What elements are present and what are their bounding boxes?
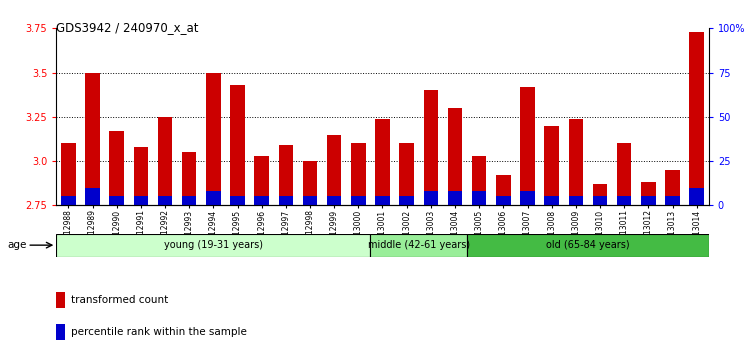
Bar: [448, 108, 462, 205]
Bar: [182, 196, 196, 205]
Bar: [544, 196, 559, 205]
Text: young (19-31 years): young (19-31 years): [164, 240, 262, 250]
Bar: [424, 191, 438, 205]
Bar: [351, 196, 365, 205]
Bar: [351, 143, 365, 205]
Text: old (65-84 years): old (65-84 years): [546, 240, 630, 250]
Bar: [254, 156, 269, 205]
Bar: [641, 182, 656, 205]
Bar: [568, 119, 583, 205]
Bar: [206, 73, 220, 205]
Bar: [206, 191, 220, 205]
Bar: [61, 196, 76, 205]
Bar: [665, 196, 680, 205]
Bar: [134, 147, 148, 205]
Bar: [230, 196, 244, 205]
Text: percentile rank within the sample: percentile rank within the sample: [71, 327, 248, 337]
Text: transformed count: transformed count: [71, 295, 169, 305]
Bar: [110, 196, 124, 205]
Bar: [472, 191, 487, 205]
Bar: [327, 135, 341, 205]
Bar: [641, 196, 656, 205]
Text: age: age: [8, 240, 27, 250]
Bar: [61, 143, 76, 205]
Bar: [448, 191, 462, 205]
Bar: [689, 32, 704, 205]
Bar: [592, 196, 608, 205]
Bar: [375, 119, 390, 205]
Bar: [230, 85, 244, 205]
Bar: [424, 90, 438, 205]
Text: middle (42-61 years): middle (42-61 years): [368, 240, 470, 250]
Bar: [617, 196, 632, 205]
Bar: [303, 161, 317, 205]
Bar: [158, 117, 172, 205]
Bar: [568, 196, 583, 205]
Bar: [327, 196, 341, 205]
Bar: [375, 196, 390, 205]
Bar: [400, 196, 414, 205]
Bar: [520, 191, 535, 205]
Bar: [303, 196, 317, 205]
Bar: [86, 73, 100, 205]
Bar: [665, 170, 680, 205]
Bar: [400, 143, 414, 205]
Bar: [110, 131, 124, 205]
Bar: [472, 156, 487, 205]
Bar: [496, 175, 511, 205]
Bar: [689, 188, 704, 205]
Bar: [254, 196, 269, 205]
Bar: [134, 196, 148, 205]
Bar: [520, 87, 535, 205]
Bar: [278, 196, 293, 205]
Text: GDS3942 / 240970_x_at: GDS3942 / 240970_x_at: [56, 21, 199, 34]
Bar: [158, 196, 172, 205]
Bar: [592, 184, 608, 205]
Bar: [182, 152, 196, 205]
Bar: [617, 143, 632, 205]
Bar: [278, 145, 293, 205]
Bar: [544, 126, 559, 205]
Bar: [467, 234, 709, 257]
Bar: [370, 234, 467, 257]
Bar: [56, 234, 370, 257]
Bar: [496, 196, 511, 205]
Bar: [86, 188, 100, 205]
